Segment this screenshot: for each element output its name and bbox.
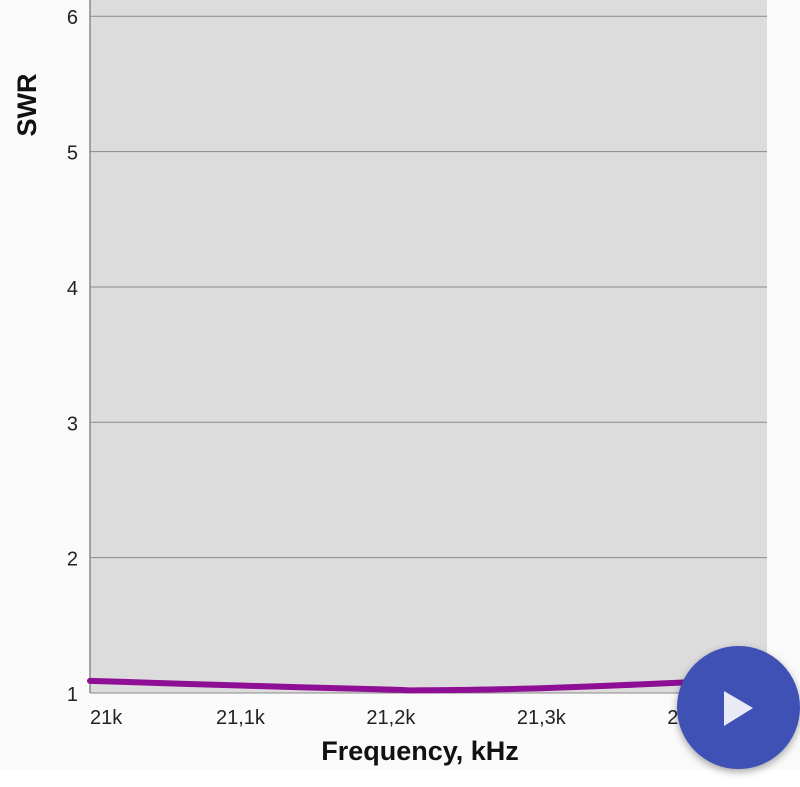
y-tick-label: 3 xyxy=(67,413,78,435)
y-tick-label: 6 xyxy=(67,7,78,29)
x-tick-label: 21,3k xyxy=(517,707,567,729)
swr-series-line xyxy=(87,677,695,694)
y-tick-label: 5 xyxy=(67,143,78,165)
y-tick-label: 1 xyxy=(67,684,78,706)
x-axis-title: Frequency, kHz xyxy=(321,736,519,766)
plot-area xyxy=(90,0,767,693)
y-tick-label: 4 xyxy=(67,278,78,300)
y-axis-title: SWR xyxy=(12,74,42,137)
x-tick-label: 21,2k xyxy=(366,707,416,729)
y-tick-label: 2 xyxy=(67,549,78,571)
x-tick-label: 21k xyxy=(90,707,123,729)
play-button[interactable] xyxy=(677,646,800,769)
play-icon xyxy=(724,691,753,726)
x-tick-label: 21,1k xyxy=(216,707,266,729)
